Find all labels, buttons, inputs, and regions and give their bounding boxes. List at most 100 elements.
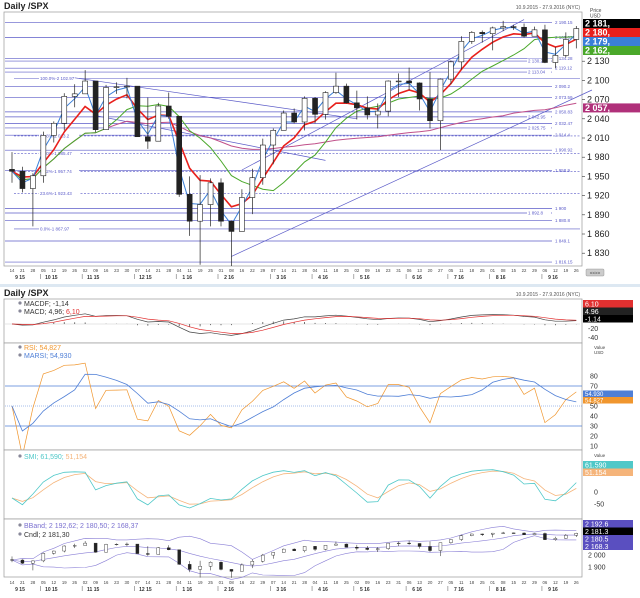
month-label: 4 16 bbox=[318, 275, 328, 281]
mini-candle-body bbox=[271, 552, 275, 556]
candle bbox=[448, 60, 454, 85]
date-tick-label: 20 bbox=[428, 268, 433, 273]
price-axis-unit: USD bbox=[590, 14, 601, 20]
candle bbox=[354, 90, 360, 120]
candle-body bbox=[322, 92, 329, 115]
mini-candle-body bbox=[574, 533, 578, 536]
candle bbox=[437, 78, 444, 151]
trend-line bbox=[241, 19, 525, 171]
date-tick-label: 25 bbox=[208, 268, 213, 273]
candle bbox=[113, 82, 120, 94]
month-label: 7 16 bbox=[454, 587, 464, 593]
window-title: Daily /SPX bbox=[4, 1, 49, 11]
candle bbox=[30, 173, 36, 227]
smi-panel[interactable] bbox=[3, 449, 583, 520]
fib-label-bg bbox=[39, 190, 79, 196]
candle-body bbox=[113, 86, 120, 88]
month-label: 8 16 bbox=[496, 275, 506, 281]
candle-body bbox=[406, 80, 412, 84]
candle-body bbox=[343, 85, 350, 104]
main-scroll-button[interactable] bbox=[585, 268, 605, 277]
rsi-panel[interactable] bbox=[3, 342, 583, 451]
mini-candle-body bbox=[407, 542, 411, 544]
date-tick-label: 21 bbox=[292, 268, 297, 273]
mini-candle-body bbox=[501, 532, 505, 534]
macd-legend-signal: 6,10 bbox=[66, 309, 80, 316]
candle bbox=[521, 23, 527, 38]
date-tick-label: 02 bbox=[354, 268, 359, 273]
rsi-visibility-icon[interactable] bbox=[18, 345, 22, 349]
macd-visibility-icon[interactable] bbox=[18, 309, 22, 313]
marsi-visibility-icon[interactable] bbox=[18, 353, 22, 357]
candle-body bbox=[500, 26, 506, 29]
date-tick-label: 06 bbox=[543, 268, 548, 273]
month-label: 11 15 bbox=[87, 587, 99, 593]
candle-body bbox=[61, 96, 68, 124]
level-label-bg bbox=[554, 94, 578, 100]
bband-lines: 2 000 1 900 bbox=[10, 525, 606, 580]
mini-candle-body bbox=[93, 542, 98, 553]
candle-body bbox=[92, 80, 99, 130]
candle-body bbox=[19, 170, 26, 189]
date-tick-label: 14 bbox=[281, 580, 286, 585]
bband-visibility-icon[interactable] bbox=[18, 523, 22, 527]
month-label: 5 16 bbox=[360, 275, 370, 281]
indicator-tag bbox=[583, 461, 633, 469]
month-label: 3 16 bbox=[276, 587, 286, 593]
month-label: 9 16 bbox=[548, 275, 558, 281]
date-tick-label: 28 bbox=[302, 268, 307, 273]
rsi-axis-unit: USD bbox=[594, 350, 604, 355]
level-label-bg bbox=[554, 55, 578, 61]
macd-panel[interactable] bbox=[3, 298, 583, 344]
date-tick-label: 22 bbox=[522, 580, 527, 585]
date-tick-label: 22 bbox=[522, 268, 527, 273]
candle bbox=[218, 178, 224, 227]
price-tick-label: 2 010 bbox=[587, 133, 610, 143]
mini-candle-body bbox=[396, 542, 401, 544]
smi-tick-label: -50 bbox=[594, 502, 604, 509]
date-tick-label: 11 bbox=[187, 268, 192, 273]
date-tick-label: 19 bbox=[563, 580, 568, 585]
price-tick-label: 2 070 bbox=[587, 95, 610, 105]
smi-legend: SMI; 61,590; 51,154 bbox=[24, 454, 87, 461]
date-tick-label: 20 bbox=[428, 580, 433, 585]
candle bbox=[563, 32, 569, 58]
date-tick-label: 18 bbox=[469, 580, 474, 585]
mini-candle-body bbox=[491, 532, 495, 535]
level-label-bg bbox=[554, 121, 578, 127]
date-tick-label: 23 bbox=[386, 268, 391, 273]
smi-visibility-icon[interactable] bbox=[18, 454, 22, 458]
candle bbox=[103, 84, 109, 130]
fib-label-bg bbox=[39, 226, 79, 232]
candle-body bbox=[312, 98, 318, 115]
mini-candle-body bbox=[219, 562, 223, 570]
candle-body bbox=[385, 80, 392, 112]
price-axis-title: Price bbox=[590, 8, 602, 14]
date-tick-label: 08 bbox=[229, 268, 234, 273]
fib-label-bg bbox=[39, 75, 79, 81]
candle-body bbox=[364, 107, 371, 116]
mini-candle-body bbox=[156, 547, 161, 555]
level-label-bg bbox=[554, 132, 578, 138]
candle-body bbox=[259, 144, 266, 178]
date-tick-label: 12 bbox=[553, 580, 558, 585]
price-tick-label: 2 100 bbox=[587, 75, 610, 85]
date-tick-label: 22 bbox=[250, 580, 255, 585]
main-scroll-button-label: <<>> bbox=[590, 271, 601, 276]
month-label: 12 15 bbox=[139, 275, 152, 281]
candle bbox=[186, 176, 193, 236]
date-tick-label: 05 bbox=[41, 268, 46, 273]
candle-body bbox=[448, 61, 454, 80]
date-tick-label: 09 bbox=[93, 580, 98, 585]
indicator-tag-label: 54.930 bbox=[585, 392, 604, 398]
macdf-visibility-icon[interactable] bbox=[18, 301, 22, 305]
cndl-visibility-icon[interactable] bbox=[18, 532, 22, 536]
date-tick-label: 19 bbox=[198, 268, 203, 273]
mini-candle-body bbox=[511, 532, 516, 534]
mini-candle-body bbox=[564, 535, 568, 539]
candle-body bbox=[134, 85, 141, 138]
mini-candle-body bbox=[302, 546, 307, 551]
price-tick-label: 1 890 bbox=[587, 210, 610, 220]
price-tag-label: 2 180, bbox=[585, 28, 610, 38]
candle bbox=[374, 103, 381, 129]
